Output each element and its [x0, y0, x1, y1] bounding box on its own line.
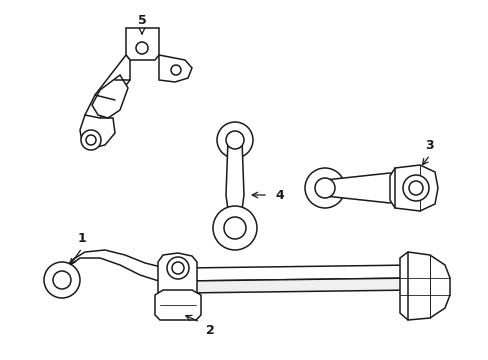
Polygon shape [184, 278, 414, 293]
Polygon shape [92, 75, 128, 118]
Polygon shape [399, 252, 449, 320]
Polygon shape [62, 250, 184, 292]
Text: 5: 5 [137, 14, 146, 27]
Circle shape [81, 130, 101, 150]
Circle shape [167, 257, 189, 279]
Circle shape [314, 178, 334, 198]
Polygon shape [184, 265, 414, 281]
Text: 1: 1 [78, 231, 86, 244]
Polygon shape [389, 165, 437, 211]
Text: 3: 3 [425, 139, 433, 152]
Circle shape [172, 262, 183, 274]
Circle shape [217, 122, 252, 158]
Circle shape [136, 42, 148, 54]
Polygon shape [126, 28, 159, 60]
Polygon shape [159, 55, 192, 82]
Polygon shape [158, 253, 197, 304]
Circle shape [402, 175, 428, 201]
Text: 2: 2 [205, 324, 214, 337]
Circle shape [213, 206, 257, 250]
Polygon shape [155, 290, 201, 320]
Polygon shape [325, 173, 401, 203]
Text: 4: 4 [275, 189, 284, 202]
Circle shape [305, 168, 345, 208]
Polygon shape [85, 55, 130, 122]
Circle shape [86, 135, 96, 145]
Circle shape [408, 181, 422, 195]
Polygon shape [80, 115, 115, 148]
Circle shape [224, 217, 245, 239]
Circle shape [171, 65, 181, 75]
Circle shape [44, 262, 80, 298]
Circle shape [53, 271, 71, 289]
Circle shape [225, 131, 244, 149]
Polygon shape [225, 140, 244, 215]
